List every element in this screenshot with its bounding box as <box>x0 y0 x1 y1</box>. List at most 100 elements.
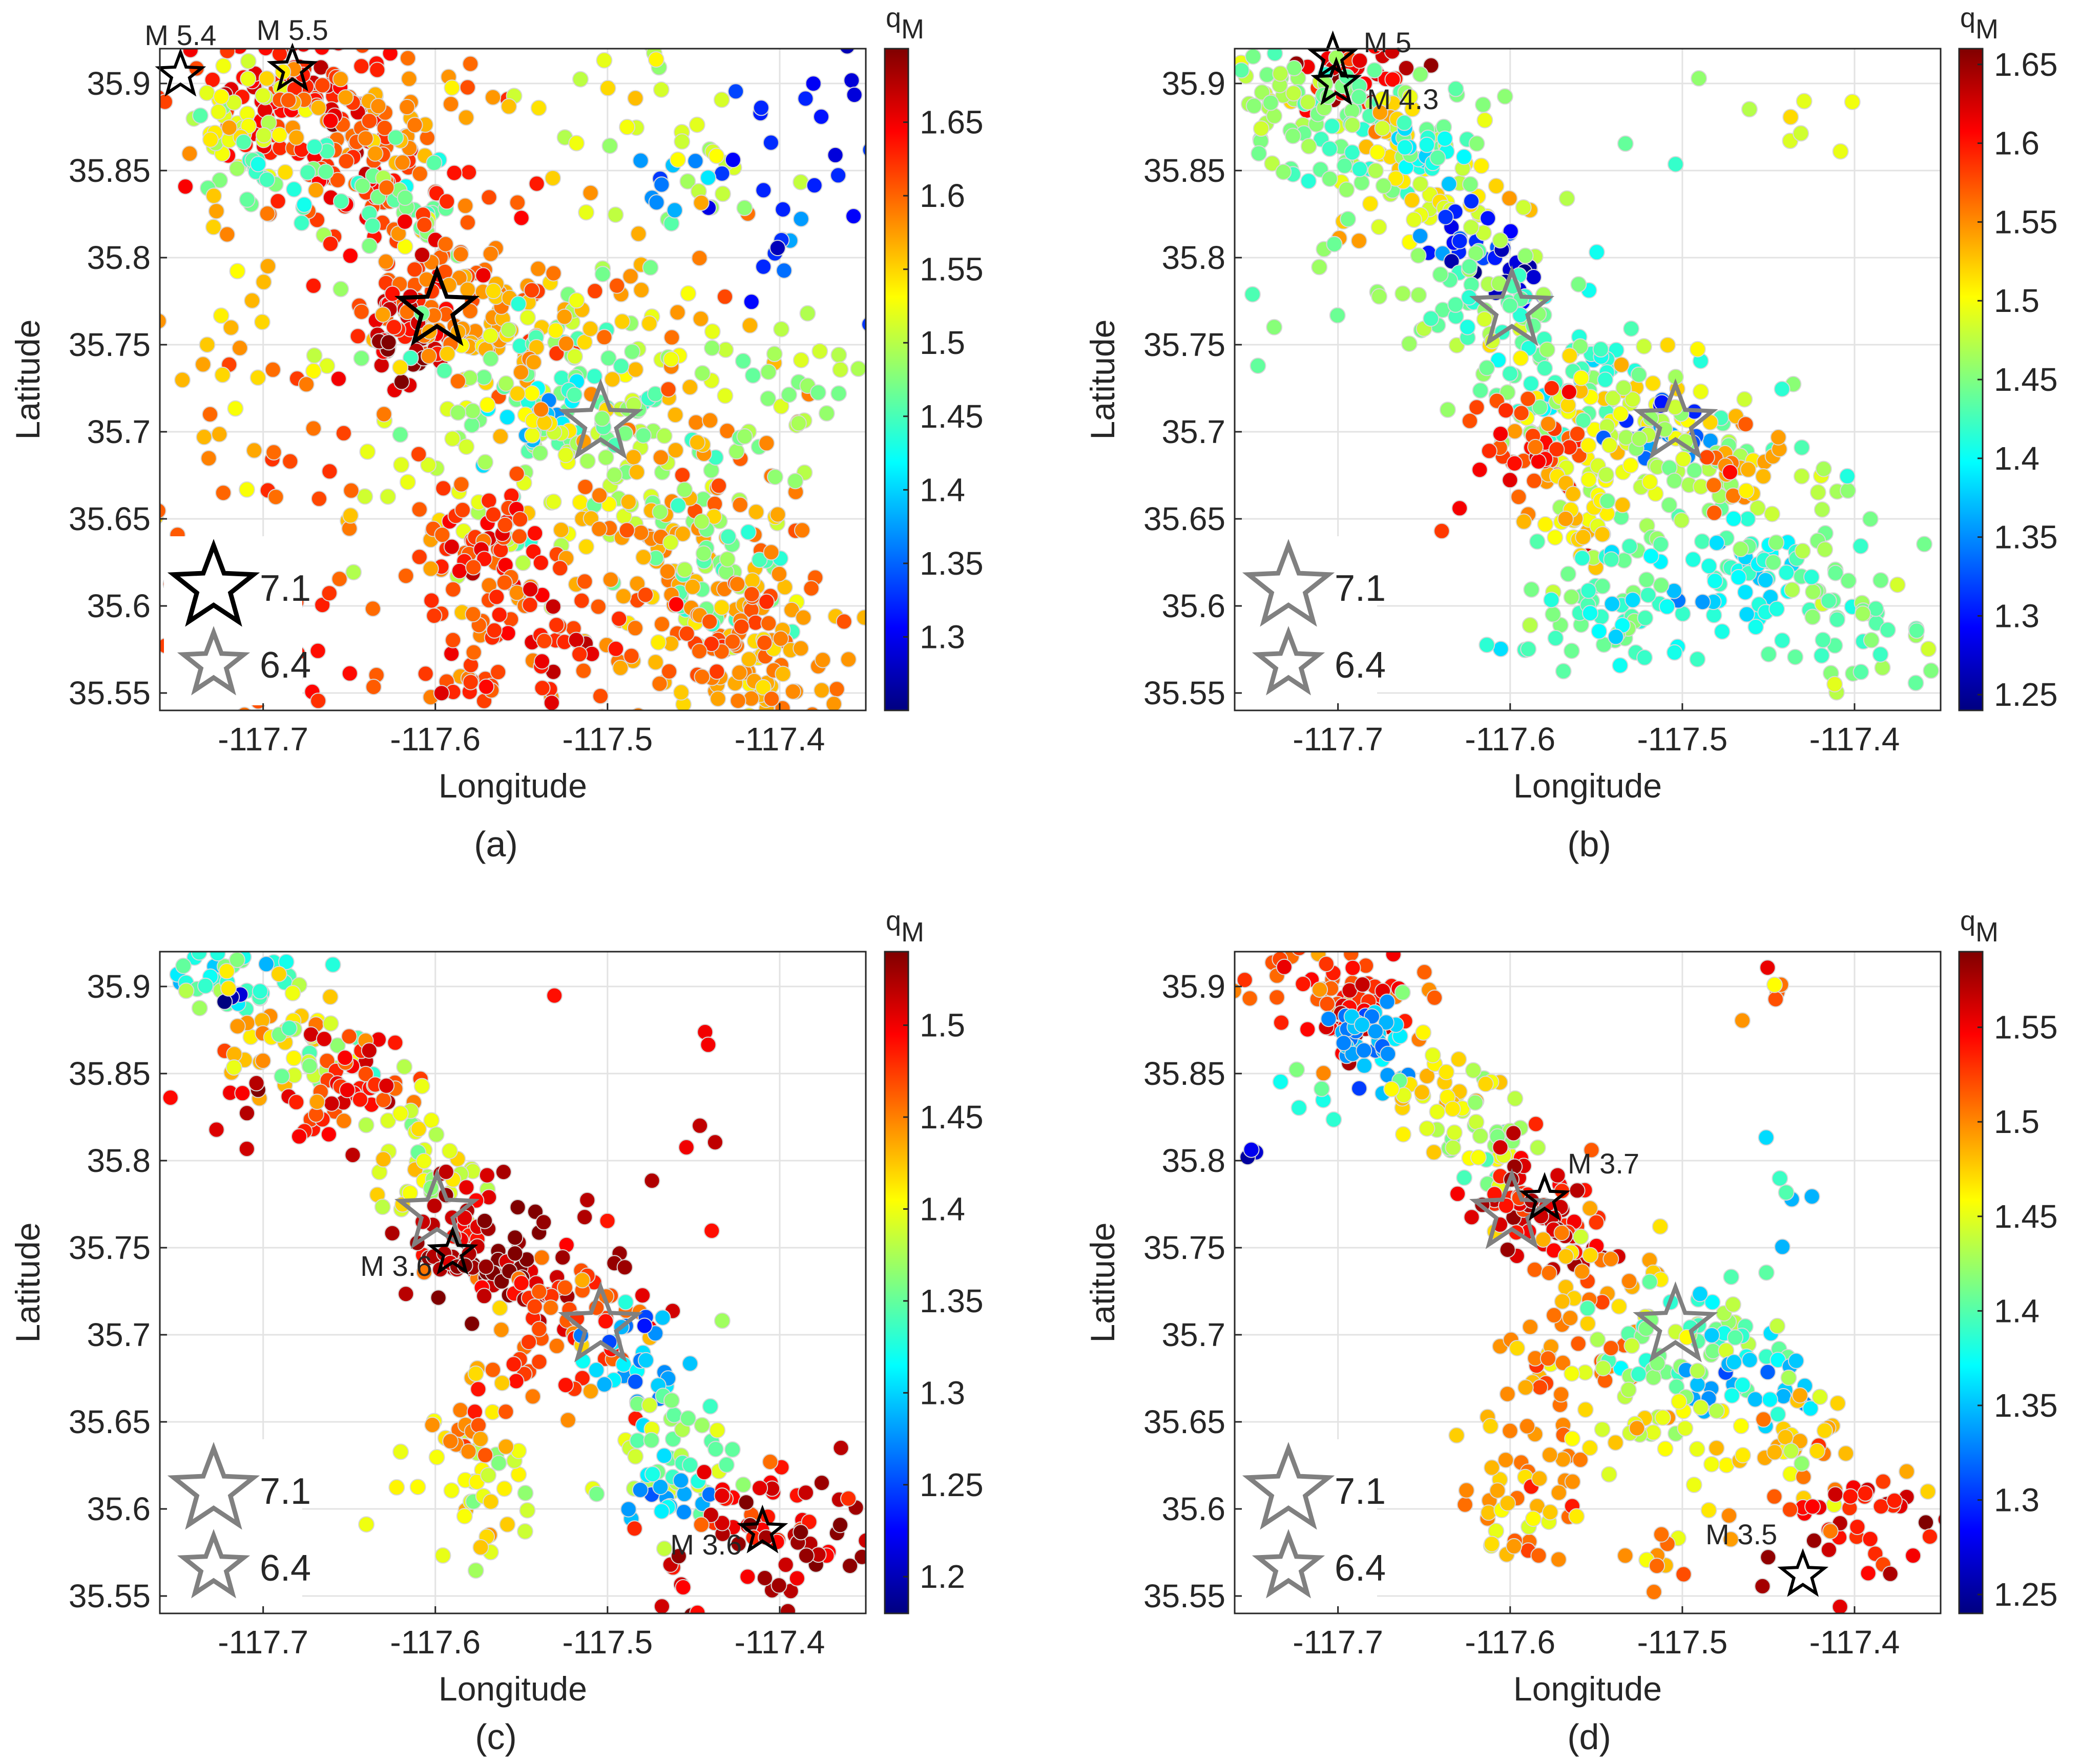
event-point <box>309 642 326 659</box>
event-point <box>1437 208 1454 225</box>
event-point <box>198 716 214 731</box>
event-point <box>1526 472 1543 489</box>
event-point <box>228 160 245 177</box>
event-point <box>1384 71 1401 88</box>
event-point <box>827 146 844 163</box>
event-point <box>476 1288 493 1305</box>
event-point <box>1519 1418 1535 1435</box>
colorbar: 1.3 1.35 1.4 1.45 1.5 1.55 1.6 1.65 q M <box>884 3 984 711</box>
event-point <box>1922 1528 1938 1545</box>
event-point <box>1488 178 1505 195</box>
event-point <box>1356 1057 1372 1074</box>
event-point <box>436 362 453 379</box>
event-point <box>488 589 505 605</box>
event-point <box>229 263 246 280</box>
legend-label: 7.1 <box>260 1471 311 1512</box>
event-point <box>332 71 349 88</box>
event-point <box>387 1034 404 1051</box>
event-point <box>378 179 395 196</box>
event-point <box>1770 429 1787 446</box>
event-point <box>443 96 460 113</box>
event-point <box>255 87 272 104</box>
event-point <box>597 1313 614 1330</box>
event-point <box>519 309 536 326</box>
event-point <box>1700 558 1717 575</box>
y-tick-label: 35.85 <box>1143 152 1225 189</box>
event-point <box>620 1501 637 1518</box>
y-tick-label: 35.7 <box>1161 1316 1225 1353</box>
event-point <box>1378 1014 1395 1031</box>
event-point <box>1250 358 1266 374</box>
event-point <box>1805 1532 1822 1549</box>
event-point <box>1760 1549 1777 1566</box>
event-point <box>758 435 775 452</box>
event-point <box>653 81 670 98</box>
event-point <box>840 1490 857 1507</box>
event-point <box>508 466 525 482</box>
event-point <box>546 987 563 1004</box>
event-point <box>454 501 471 518</box>
event-point <box>1642 548 1659 564</box>
event-point <box>704 323 721 340</box>
event-point <box>1451 500 1468 517</box>
event-point <box>718 1456 735 1473</box>
event-point <box>769 240 786 257</box>
event-point <box>1793 125 1809 142</box>
event-point <box>650 634 667 651</box>
event-point <box>508 1373 525 1390</box>
event-point <box>832 361 849 378</box>
event-point <box>495 1164 512 1181</box>
event-point <box>1542 1504 1558 1521</box>
event-point <box>1689 1376 1706 1393</box>
event-point <box>380 488 397 505</box>
event-point <box>1501 190 1518 207</box>
event-point <box>1658 598 1675 615</box>
colorbar-gradient <box>1958 951 1984 1614</box>
event-point <box>703 636 720 653</box>
event-point <box>1225 931 1240 947</box>
event-point <box>731 664 748 681</box>
event-point <box>626 1520 643 1537</box>
event-point <box>322 236 339 253</box>
event-point <box>846 87 863 103</box>
event-point <box>1863 632 1880 648</box>
event-point <box>373 357 390 374</box>
event-point <box>1419 1067 1435 1084</box>
event-point <box>472 1539 489 1556</box>
event-point <box>439 345 456 362</box>
event-point <box>793 640 809 657</box>
event-point <box>235 134 252 151</box>
event-point <box>708 148 725 164</box>
colorbar-tick-label: 1.5 <box>1994 282 2040 319</box>
event-point <box>240 118 257 134</box>
event-point <box>227 400 244 417</box>
event-point <box>1562 1310 1578 1327</box>
x-tick-label: -117.7 <box>1293 721 1383 758</box>
event-point <box>795 609 812 626</box>
event-point <box>1625 592 1641 608</box>
event-point <box>1652 536 1669 553</box>
event-point <box>606 467 623 484</box>
event-point <box>627 620 643 637</box>
event-point <box>1767 991 1784 1007</box>
event-point <box>1512 350 1529 367</box>
event-point <box>1607 1434 1624 1451</box>
event-point <box>629 464 645 480</box>
event-point <box>1646 1584 1662 1601</box>
event-point <box>1530 453 1547 470</box>
colorbar-tick-label: 1.5 <box>1994 1103 2040 1140</box>
event-point <box>215 57 232 74</box>
event-point <box>582 1383 599 1400</box>
event-point <box>607 206 624 223</box>
event-point <box>524 385 540 402</box>
event-point <box>1714 623 1731 640</box>
event-point <box>491 1299 508 1316</box>
event-point <box>709 663 725 680</box>
event-point <box>643 1432 660 1448</box>
event-point <box>470 1381 487 1398</box>
event-point <box>218 963 235 980</box>
event-point <box>1698 449 1715 466</box>
event-point <box>1574 550 1591 566</box>
event-point <box>1918 1514 1934 1531</box>
event-point <box>1659 337 1676 353</box>
